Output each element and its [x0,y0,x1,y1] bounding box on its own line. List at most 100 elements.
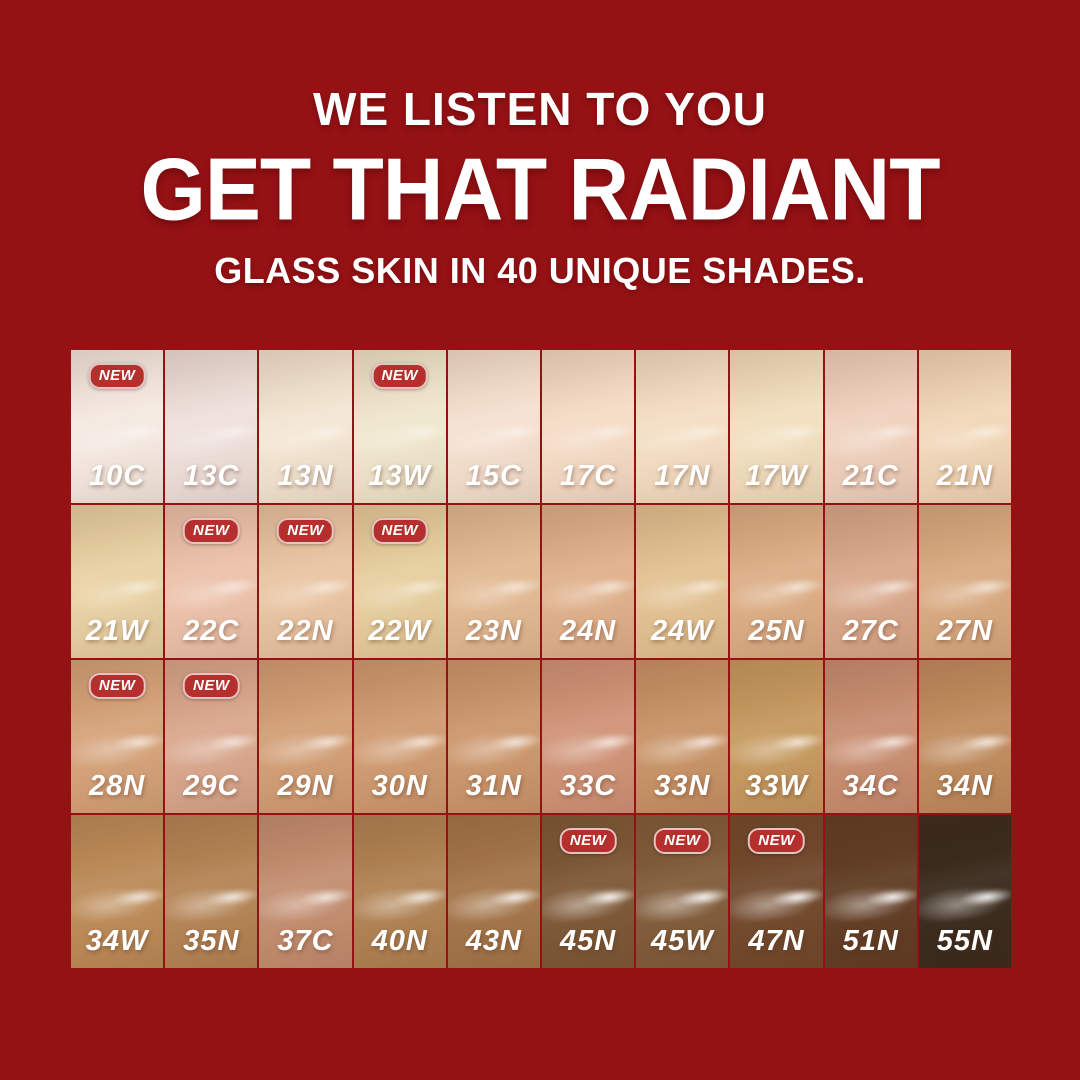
shade-label: 24N [559,615,617,647]
gloss-streak-icon [353,723,446,772]
shade-swatch: NEW 34N [918,660,1011,813]
shade-swatch: NEW 21N [918,350,1011,503]
shade-label: 17C [559,460,617,492]
new-badge: NEW [654,828,711,854]
new-badge: NEW [371,363,428,389]
shade-label: 34N [936,770,993,802]
shade-label: 27N [936,615,993,647]
gloss-streak-icon [636,413,729,462]
new-badge: NEW [371,518,428,544]
shade-label: 24W [650,615,714,647]
shade-swatch: NEW 17N [636,350,729,503]
gloss-streak-icon [353,878,446,927]
headline-line2: GET THAT RADIANT [140,139,940,239]
gloss-streak-icon [730,568,823,617]
shade-label: 13C [183,460,240,492]
shade-swatch: NEW 27N [918,505,1011,658]
shade-label: 15C [465,460,522,492]
shade-label: 17N [654,460,711,492]
shade-swatch: NEW 28N [71,660,164,813]
shade-swatch: NEW 22W [353,505,446,658]
gloss-streak-icon [824,878,917,927]
shade-label: 22N [277,615,334,647]
shade-swatch: NEW 45N [541,815,635,968]
gloss-streak-icon [636,568,729,617]
shade-grid: NEW 10C NEW 13C NEW 13N NEW 13W NEW 15C … [71,350,1011,968]
shade-label: 25N [748,615,805,647]
gloss-streak-icon [259,413,352,462]
shade-label: 35N [183,925,240,957]
gloss-streak-icon [541,413,635,462]
gloss-streak-icon [447,878,540,927]
gloss-streak-icon [730,413,823,462]
shade-swatch: NEW 22C [165,505,258,658]
new-badge: NEW [748,828,805,854]
shade-swatch: NEW 13N [259,350,352,503]
shade-swatch: NEW 43N [447,815,540,968]
gloss-streak-icon [447,413,540,462]
gloss-streak-icon [824,723,917,772]
shade-swatch: NEW 40N [353,815,446,968]
shade-label: 10C [88,460,146,492]
shade-swatch: NEW 33N [636,660,729,813]
shade-swatch: NEW 31N [447,660,540,813]
shade-swatch: NEW 21C [824,350,917,503]
gloss-streak-icon [259,723,352,772]
shade-label: 29N [277,770,334,802]
shade-swatch: NEW 27C [824,505,917,658]
shade-label: 33W [745,770,808,802]
shade-swatch: NEW 37C [259,815,352,968]
gloss-streak-icon [165,568,258,617]
gloss-streak-icon [918,413,1011,462]
gloss-streak-icon [165,723,258,772]
shade-swatch: NEW 51N [824,815,917,968]
shade-label: 43N [465,925,522,957]
shade-label: 55N [936,925,993,957]
shade-label: 37C [277,925,334,957]
new-badge: NEW [559,828,617,854]
gloss-streak-icon [636,723,729,772]
shade-label: 40N [371,925,428,957]
shade-label: 13N [277,460,334,492]
gloss-streak-icon [730,723,823,772]
shade-label: 21N [936,460,993,492]
gloss-streak-icon [541,568,635,617]
shade-label: 17W [745,460,808,492]
shade-label: 22C [183,615,240,647]
shade-swatch: NEW 24N [541,505,635,658]
shade-label: 21W [85,615,149,647]
shade-label: 45W [650,925,714,957]
shade-swatch: NEW 33W [730,660,823,813]
gloss-streak-icon [165,413,258,462]
shade-swatch: NEW 29C [165,660,258,813]
shade-label: 28N [88,770,146,802]
gloss-streak-icon [636,878,729,927]
shade-swatch: NEW 34C [824,660,917,813]
gloss-streak-icon [71,568,164,617]
shade-label: 34C [842,770,899,802]
new-badge: NEW [88,363,146,389]
shade-label: 29C [183,770,240,802]
gloss-streak-icon [824,413,917,462]
gloss-streak-icon [71,413,164,462]
gloss-streak-icon [541,723,635,772]
gloss-streak-icon [165,878,258,927]
shade-swatch: NEW 17W [730,350,823,503]
shade-swatch: NEW 29N [259,660,352,813]
headline-line3: GLASS SKIN IN 40 UNIQUE SHADES. [214,249,866,291]
gloss-streak-icon [353,413,446,462]
gloss-streak-icon [71,723,164,772]
shade-swatch: NEW 17C [541,350,635,503]
shade-label: 23N [465,615,522,647]
shade-label: 27C [842,615,899,647]
shade-swatch: NEW 10C [71,350,164,503]
new-badge: NEW [183,518,240,544]
shade-swatch: NEW 25N [730,505,823,658]
shade-label: 31N [465,770,522,802]
shade-swatch: NEW 23N [447,505,540,658]
shade-label: 22W [368,615,432,647]
gloss-streak-icon [918,723,1011,772]
gloss-streak-icon [259,568,352,617]
gloss-streak-icon [447,723,540,772]
